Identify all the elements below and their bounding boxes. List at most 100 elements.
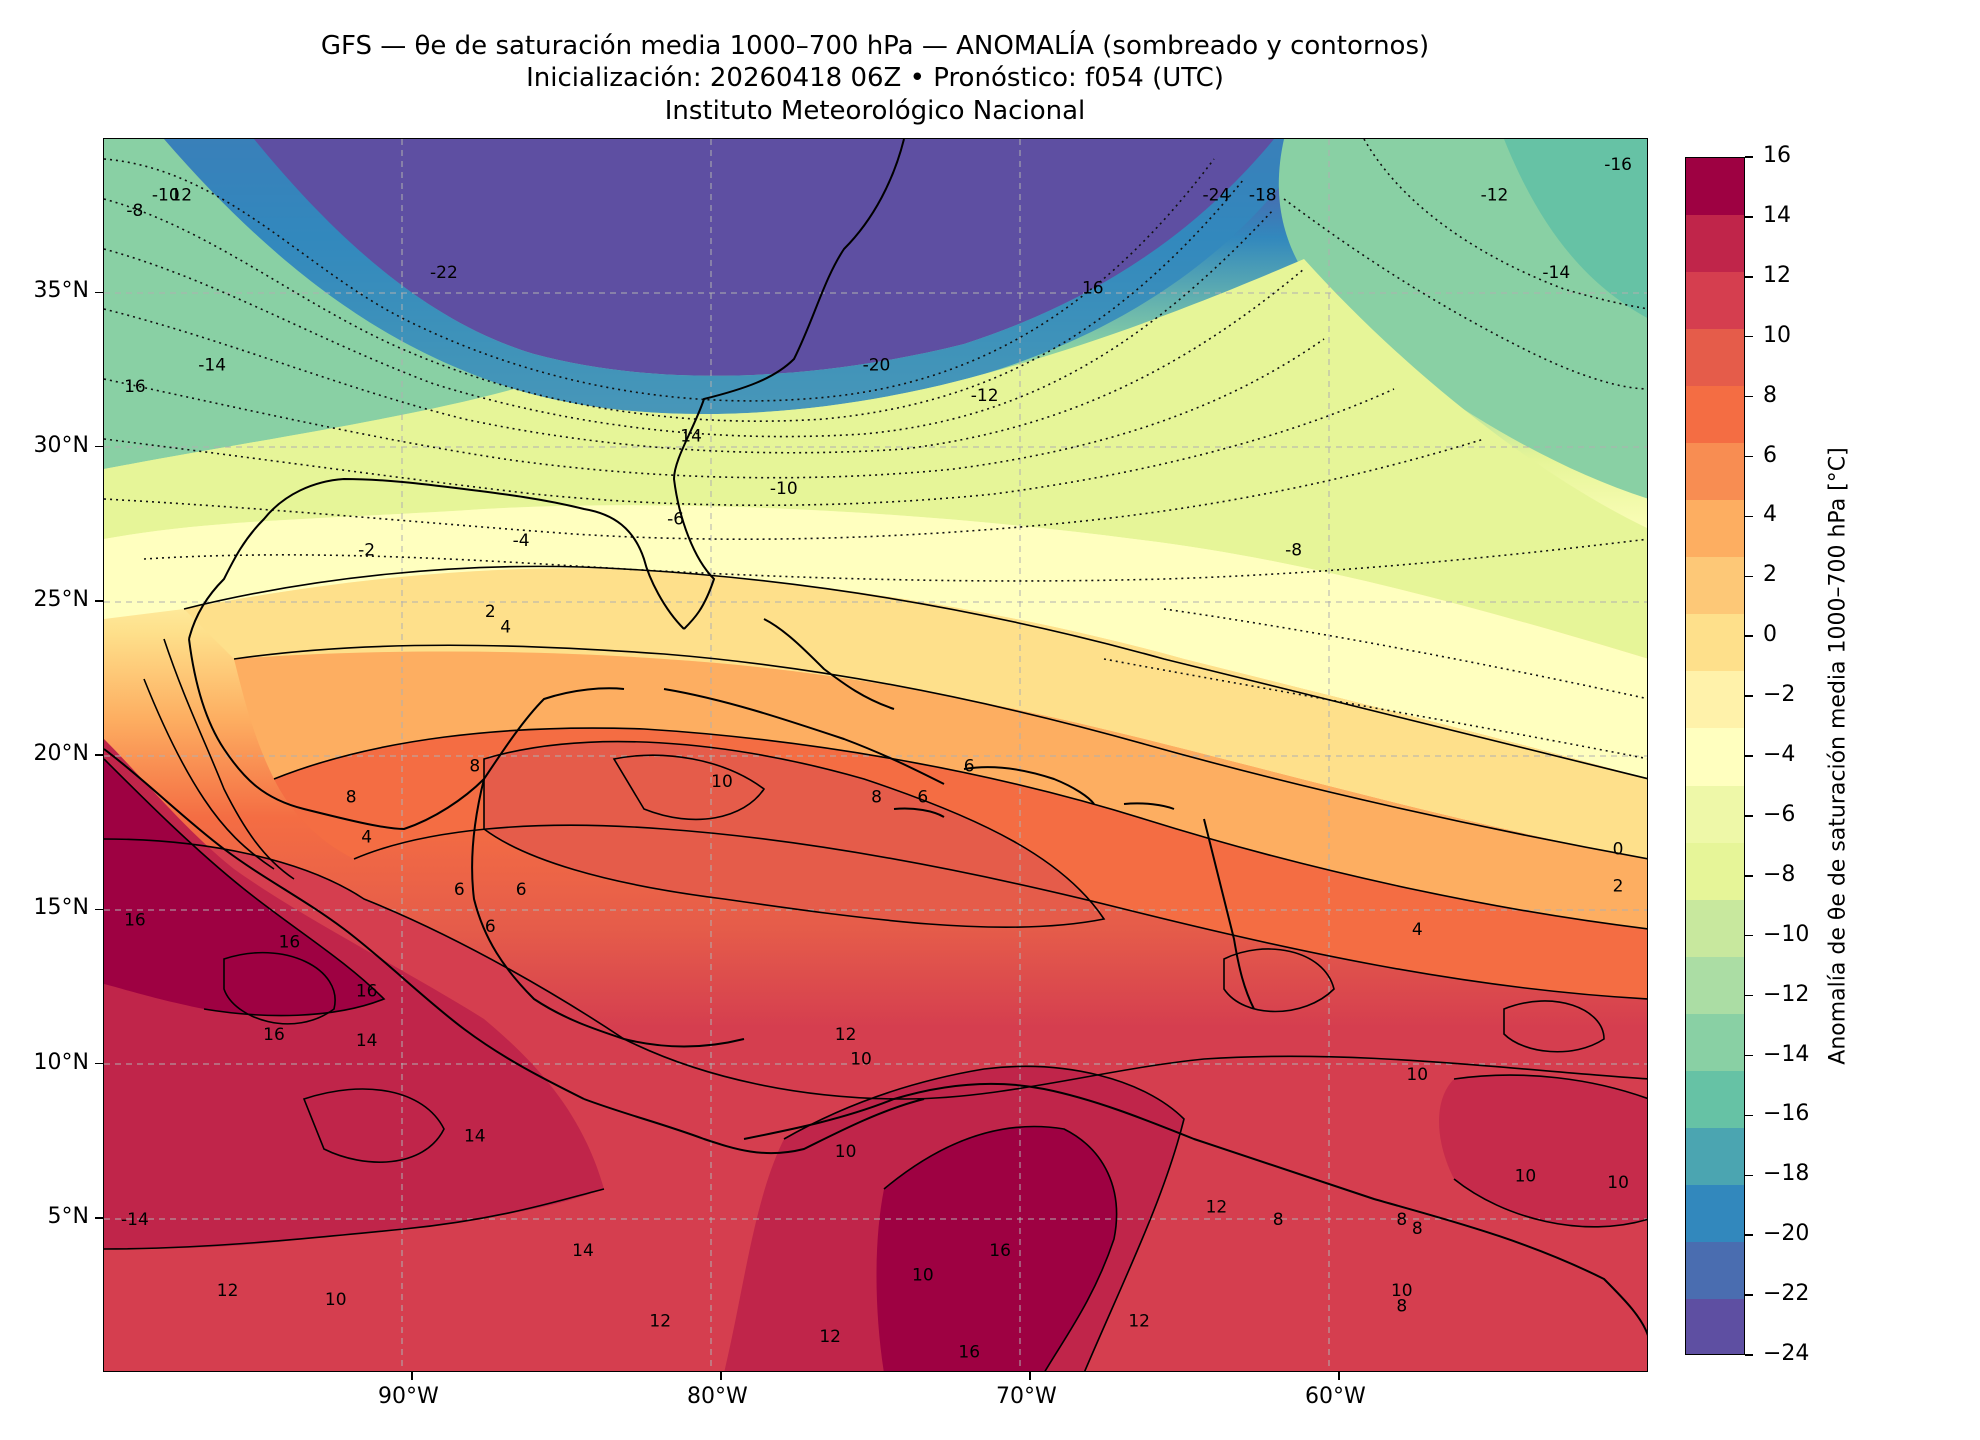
contour-label: 14 xyxy=(680,426,702,446)
contour-label: 8 xyxy=(469,756,480,776)
contour-label: -18 xyxy=(1249,186,1277,206)
colorbar-tick-label: 6 xyxy=(1763,442,1777,468)
colorbar-segment xyxy=(1686,614,1744,673)
colorbar-tick-mark xyxy=(1745,1234,1753,1236)
colorbar-tick-label: −12 xyxy=(1763,981,1810,1007)
colorbar-tick-mark xyxy=(1745,755,1753,757)
band-light-yellow xyxy=(104,505,1647,779)
lat-tick-label: 25°N xyxy=(33,586,89,612)
lat-tick-label: 10°N xyxy=(33,1049,89,1075)
positive-contours xyxy=(104,565,1647,1371)
contour-label: 10 xyxy=(325,1290,347,1310)
contour-label: 4 xyxy=(361,827,372,847)
colorbar-segment xyxy=(1686,329,1744,388)
colorbar-tick-label: −24 xyxy=(1763,1341,1810,1366)
colorbar-segment xyxy=(1686,1298,1744,1354)
lesser-antilles xyxy=(1203,818,1255,1010)
contour-label: 10 xyxy=(711,772,733,792)
colorbar-tick-mark xyxy=(1745,875,1753,877)
colorbar-tick-mark xyxy=(1745,934,1753,937)
pacific-mexico-coast xyxy=(104,748,585,1100)
contour-label: 14 xyxy=(464,1127,486,1147)
gulf-coast xyxy=(188,477,685,640)
us-east-coast xyxy=(672,139,905,630)
colorbar-segment xyxy=(1686,1013,1744,1072)
colorbar xyxy=(1685,157,1745,1355)
cuba xyxy=(663,688,945,785)
map-panel: -8 -10 12 -22 -14 16 -24 -18 16 -20 -12 14 -10 -6 -4 -2… xyxy=(103,138,1648,1372)
hispaniola xyxy=(963,766,1095,805)
gridlines xyxy=(104,139,1647,1371)
contour-label: 8 xyxy=(1412,1219,1423,1239)
lon-tick-mark xyxy=(1338,1372,1340,1380)
contour-label: -20 xyxy=(863,355,891,375)
south-america-north xyxy=(743,1082,1647,1337)
lon-tick-label: 60°W xyxy=(1305,1384,1366,1409)
contour-label: 8 xyxy=(1396,1210,1407,1230)
colorbar-tick-label: 16 xyxy=(1763,143,1791,168)
lat-tick-mark xyxy=(95,291,103,293)
contour-label: 12 xyxy=(1128,1312,1150,1332)
map-subtitle-init: Inicialización: 20260418 06Z • Pronóstic… xyxy=(526,63,1224,93)
colorbar-tick-mark xyxy=(1745,395,1753,398)
contour-label: 14 xyxy=(572,1241,594,1261)
lon-tick-label: 90°W xyxy=(378,1384,439,1409)
colorbar-tick-mark xyxy=(1745,1054,1753,1057)
band-blue xyxy=(164,139,1314,415)
colorbar-tick-label: −20 xyxy=(1763,1221,1810,1247)
contour-label: 4 xyxy=(1412,920,1423,940)
colorbar-tick-mark xyxy=(1745,1354,1753,1356)
contour-label: 12 xyxy=(819,1327,841,1347)
band-yellow-green xyxy=(104,259,1647,659)
contour-label: -16 xyxy=(1604,155,1632,175)
contour-label: 0 xyxy=(1613,840,1624,860)
band-red-caribbean xyxy=(484,741,1104,928)
contour-label: 16 xyxy=(279,932,301,952)
colorbar-segment xyxy=(1686,272,1744,331)
contour-label: 6 xyxy=(516,880,527,900)
contour-label: -12 xyxy=(1481,186,1509,206)
lat-tick-label: 30°N xyxy=(33,432,89,458)
colorbar-segment xyxy=(1686,671,1744,730)
contour-label: 10 xyxy=(1515,1167,1537,1187)
contour-label: 14 xyxy=(356,1031,378,1051)
colorbar-tick-label: 0 xyxy=(1763,622,1777,648)
contour-label: 8 xyxy=(346,787,357,807)
colorbar-tick-mark xyxy=(1745,994,1753,997)
contour-label: 16 xyxy=(1082,278,1104,298)
contour-label: 12 xyxy=(170,186,192,206)
contour-label: -12 xyxy=(971,386,999,406)
colorbar-tick-mark xyxy=(1745,815,1753,817)
contour-label: -14 xyxy=(1542,263,1570,283)
band-crimson-east xyxy=(1439,1075,1647,1227)
contour-label: -8 xyxy=(1285,540,1302,560)
contour-label: -10 xyxy=(152,186,180,206)
negative-contours xyxy=(104,139,1647,760)
contour-label: -10 xyxy=(770,479,798,499)
band-orange xyxy=(234,651,1647,929)
colorbar-segment xyxy=(1686,728,1744,787)
contour-label: 4 xyxy=(500,618,511,638)
colorbar-segment xyxy=(1686,386,1744,445)
lat-tick-label: 15°N xyxy=(33,895,89,921)
colorbar-tick-label: −6 xyxy=(1763,801,1796,827)
lat-tick-label: 20°N xyxy=(33,741,89,766)
contour-label: 16 xyxy=(124,911,146,931)
colorbar-tick-mark xyxy=(1745,335,1753,338)
contour-label: -2 xyxy=(358,540,375,560)
colorbar-tick-label: −2 xyxy=(1763,682,1796,708)
colorbar-tick-label: −16 xyxy=(1763,1101,1810,1127)
contour-label: 6 xyxy=(964,756,975,776)
contour-label: -14 xyxy=(198,355,226,375)
contour-label: -8 xyxy=(126,201,143,221)
colorbar-segment xyxy=(1686,557,1744,616)
band-darkest-pacific xyxy=(104,759,384,1016)
lon-tick-mark xyxy=(720,1372,722,1380)
contour-label: 12 xyxy=(1206,1198,1228,1218)
jamaica xyxy=(893,807,945,818)
colorbar-segment xyxy=(1686,1184,1744,1243)
colorbar-segment xyxy=(1686,899,1744,958)
contour-label: 16 xyxy=(958,1343,980,1363)
colorbar-tick-mark xyxy=(1745,276,1753,278)
